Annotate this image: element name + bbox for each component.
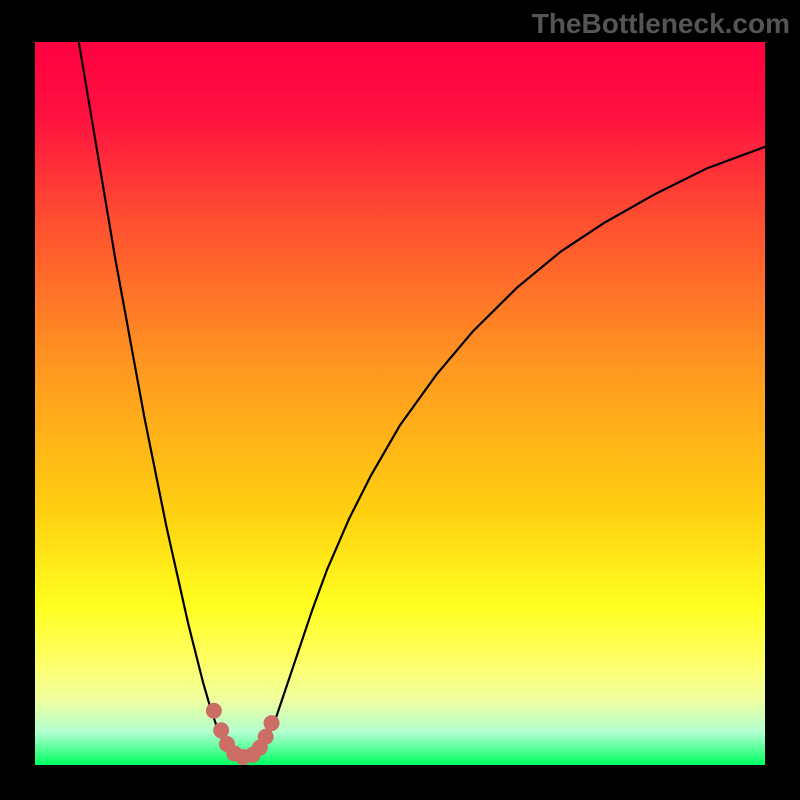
chart-background <box>35 42 765 765</box>
bottleneck-chart <box>35 42 765 765</box>
curve-marker <box>213 722 229 738</box>
frame-edge <box>0 765 800 800</box>
frame-edge <box>765 42 800 765</box>
frame-edge <box>0 42 35 765</box>
curve-marker <box>258 729 274 745</box>
watermark-text: TheBottleneck.com <box>532 8 790 40</box>
curve-marker <box>206 703 222 719</box>
curve-marker <box>264 715 280 731</box>
